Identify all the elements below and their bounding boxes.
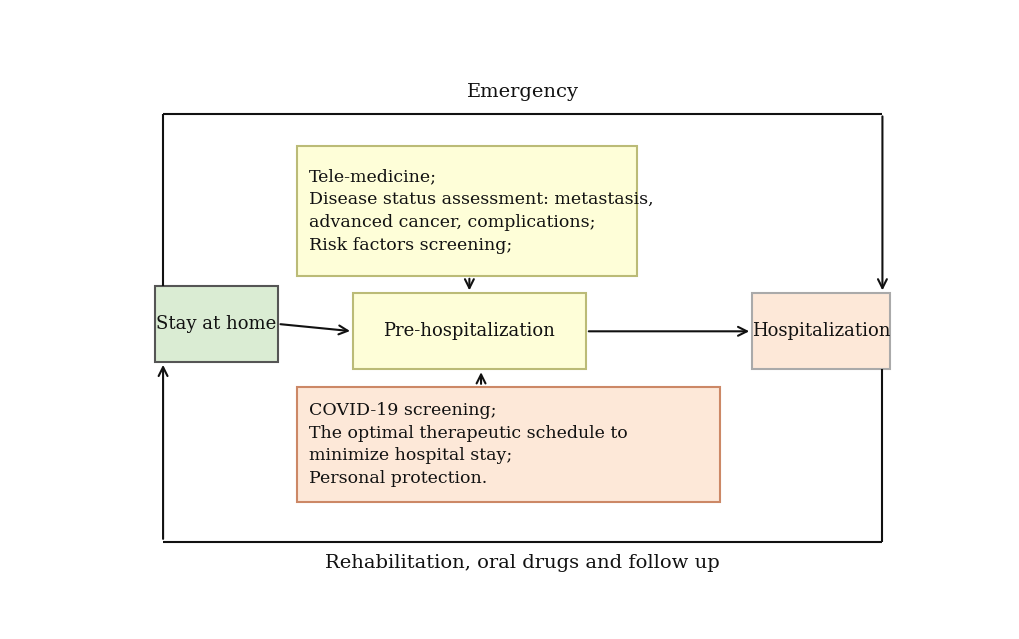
FancyBboxPatch shape [298,146,637,276]
FancyBboxPatch shape [751,293,890,369]
FancyBboxPatch shape [298,387,719,502]
Text: COVID-19 screening;
The optimal therapeutic schedule to
minimize hospital stay;
: COVID-19 screening; The optimal therapeu… [309,402,628,488]
FancyBboxPatch shape [353,293,585,369]
FancyBboxPatch shape [155,286,277,362]
Text: Stay at home: Stay at home [156,315,276,333]
Text: Tele-medicine;
Disease status assessment: metastasis,
advanced cancer, complicat: Tele-medicine; Disease status assessment… [309,168,653,254]
Text: Pre-hospitalization: Pre-hospitalization [383,322,554,341]
Text: Rehabilitation, oral drugs and follow up: Rehabilitation, oral drugs and follow up [325,554,719,572]
Text: Hospitalization: Hospitalization [751,322,890,341]
Text: Emergency: Emergency [467,83,578,101]
